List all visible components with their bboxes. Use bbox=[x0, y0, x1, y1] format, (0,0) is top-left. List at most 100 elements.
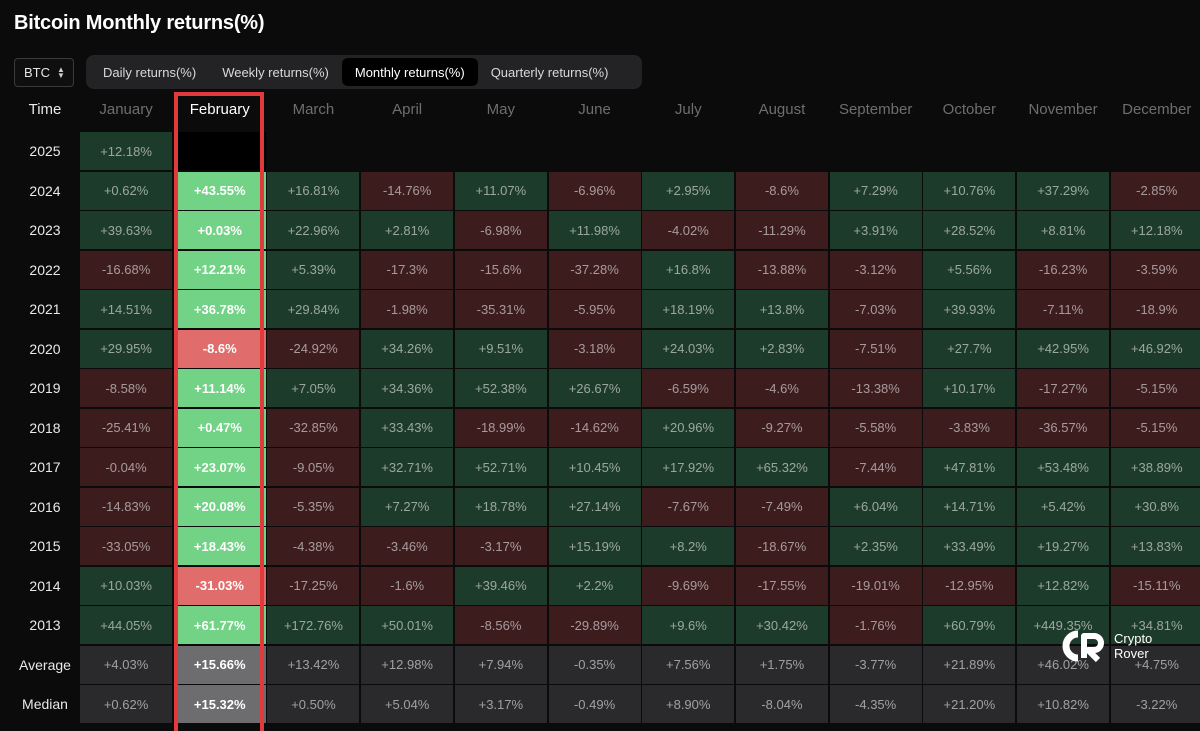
return-cell: -8.6% bbox=[173, 329, 266, 368]
return-cell: -4.38% bbox=[267, 527, 360, 566]
return-cell: -17.25% bbox=[267, 566, 360, 605]
return-cell: +65.32% bbox=[735, 448, 828, 487]
return-cell: -18.9% bbox=[1110, 290, 1200, 329]
return-cell: +30.42% bbox=[735, 606, 828, 645]
return-cell: +37.29% bbox=[1017, 171, 1110, 210]
return-cell: +24.03% bbox=[642, 329, 735, 368]
return-cell: -0.49% bbox=[548, 685, 641, 724]
return-cell: -3.18% bbox=[548, 329, 641, 368]
return-cell: -16.68% bbox=[80, 250, 173, 289]
return-cell: +52.38% bbox=[454, 369, 547, 408]
return-cell: -17.27% bbox=[1017, 369, 1110, 408]
return-cell: -0.04% bbox=[80, 448, 173, 487]
return-cell: +53.48% bbox=[1017, 448, 1110, 487]
return-cell: +15.32% bbox=[173, 685, 266, 724]
return-period-tabs: Daily returns(%) Weekly returns(%) Month… bbox=[86, 55, 642, 89]
return-cell: -3.83% bbox=[923, 408, 1016, 447]
return-cell: -9.69% bbox=[642, 566, 735, 605]
return-cell: -3.17% bbox=[454, 527, 547, 566]
watermark-line-2: Rover bbox=[1114, 646, 1149, 661]
return-cell: -13.38% bbox=[829, 369, 922, 408]
return-cell: +10.82% bbox=[1017, 685, 1110, 724]
return-cell: +3.17% bbox=[454, 685, 547, 724]
row-label: 2022 bbox=[29, 261, 61, 278]
return-cell: +15.19% bbox=[548, 527, 641, 566]
return-cell: +10.76% bbox=[923, 171, 1016, 210]
return-cell: +2.95% bbox=[642, 171, 735, 210]
return-cell: +29.84% bbox=[267, 290, 360, 329]
return-cell: +44.05% bbox=[80, 606, 173, 645]
return-cell: -37.28% bbox=[548, 250, 641, 289]
return-cell: +6.04% bbox=[829, 487, 922, 526]
return-cell: +16.81% bbox=[267, 171, 360, 210]
return-cell: -12.95% bbox=[923, 566, 1016, 605]
return-cell: +4.03% bbox=[80, 645, 173, 684]
row-label: 2016 bbox=[29, 498, 61, 515]
return-cell: +32.71% bbox=[361, 448, 454, 487]
return-cell: +34.81% bbox=[1110, 606, 1200, 645]
return-cell: -2.85% bbox=[1110, 171, 1200, 210]
return-cell: +33.49% bbox=[923, 527, 1016, 566]
return-cell: -3.77% bbox=[829, 645, 922, 684]
return-cell: +1.75% bbox=[735, 645, 828, 684]
return-cell: +11.14% bbox=[173, 369, 266, 408]
return-cell: +19.27% bbox=[1017, 527, 1110, 566]
return-cell: -5.95% bbox=[548, 290, 641, 329]
return-cell: +8.90% bbox=[642, 685, 735, 724]
month-header-september: September bbox=[838, 101, 913, 118]
tab-weekly-returns[interactable]: Weekly returns(%) bbox=[222, 64, 329, 80]
return-cell: -4.02% bbox=[642, 211, 735, 250]
return-cell: +39.63% bbox=[80, 211, 173, 250]
return-cell: +52.71% bbox=[454, 448, 547, 487]
return-cell: +39.93% bbox=[923, 290, 1016, 329]
return-cell: +172.76% bbox=[267, 606, 360, 645]
return-cell: -14.83% bbox=[80, 487, 173, 526]
return-cell: -7.51% bbox=[829, 329, 922, 368]
return-cell: -5.58% bbox=[829, 408, 922, 447]
return-cell: -18.67% bbox=[735, 527, 828, 566]
return-cell: -32.85% bbox=[267, 408, 360, 447]
month-header-march: March bbox=[292, 101, 335, 118]
row-label: 2014 bbox=[29, 577, 61, 594]
row-label: 2018 bbox=[29, 419, 61, 436]
return-cell: +13.42% bbox=[267, 645, 360, 684]
return-cell: +0.50% bbox=[267, 685, 360, 724]
watermark-line-1: Crypto bbox=[1114, 631, 1153, 646]
return-cell: -4.6% bbox=[735, 369, 828, 408]
month-header-october: October bbox=[942, 101, 997, 118]
return-cell: +10.17% bbox=[923, 369, 1016, 408]
february-highlight-box bbox=[174, 92, 264, 731]
month-header-july: July bbox=[674, 101, 702, 118]
asset-select[interactable]: BTC ▲ ▼ bbox=[14, 58, 74, 87]
month-header-april: April bbox=[392, 101, 423, 118]
return-cell: -11.29% bbox=[735, 211, 828, 250]
return-cell: +7.29% bbox=[829, 171, 922, 210]
return-cell: +3.91% bbox=[829, 211, 922, 250]
return-cell: -6.96% bbox=[548, 171, 641, 210]
month-header-may: May bbox=[486, 101, 516, 118]
row-label: Average bbox=[19, 656, 71, 673]
return-cell: -15.6% bbox=[454, 250, 547, 289]
month-header-february: February bbox=[189, 101, 250, 118]
return-cell: +43.55% bbox=[173, 171, 266, 210]
return-cell: -1.6% bbox=[361, 566, 454, 605]
return-cell: -7.11% bbox=[1017, 290, 1110, 329]
return-cell: +2.83% bbox=[735, 329, 828, 368]
return-cell: +60.79% bbox=[923, 606, 1016, 645]
return-cell: -35.31% bbox=[454, 290, 547, 329]
month-header-august: August bbox=[758, 101, 806, 118]
return-cell: -1.76% bbox=[829, 606, 922, 645]
row-label: 2023 bbox=[29, 222, 61, 238]
tab-daily-returns[interactable]: Daily returns(%) bbox=[103, 64, 197, 80]
return-cell: -19.01% bbox=[829, 566, 922, 605]
up-down-chevron-icon: ▲ ▼ bbox=[57, 64, 65, 80]
return-cell: +27.7% bbox=[923, 329, 1016, 368]
return-cell: +27.14% bbox=[548, 487, 641, 526]
return-cell: +5.42% bbox=[1017, 487, 1110, 526]
tab-quarterly-returns[interactable]: Quarterly returns(%) bbox=[490, 64, 609, 80]
tab-monthly-returns[interactable]: Monthly returns(%) bbox=[341, 58, 478, 86]
return-cell: +17.92% bbox=[642, 448, 735, 487]
return-cell: +7.05% bbox=[267, 369, 360, 408]
return-cell: +8.2% bbox=[642, 527, 735, 566]
return-cell: -14.62% bbox=[548, 408, 641, 447]
